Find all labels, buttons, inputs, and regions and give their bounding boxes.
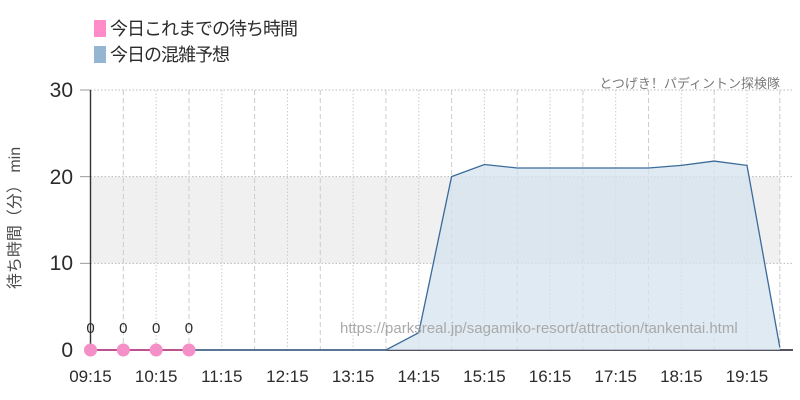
svg-text:10: 10 [50,252,73,275]
svg-text:待ち時間（分） min: 待ち時間（分） min [6,147,24,289]
svg-text:09:15: 09:15 [69,367,112,386]
svg-text:16:15: 16:15 [529,367,572,386]
svg-text:19:15: 19:15 [726,367,769,386]
svg-text:13:15: 13:15 [332,367,375,386]
svg-text:0: 0 [152,320,160,337]
svg-text:30: 30 [50,79,73,102]
svg-text:15:15: 15:15 [463,367,506,386]
svg-text:11:15: 11:15 [201,367,242,386]
svg-text:0: 0 [185,320,193,337]
svg-text:0: 0 [61,339,73,362]
svg-text:20: 20 [50,166,73,189]
svg-text:17:15: 17:15 [594,367,637,386]
svg-text:14:15: 14:15 [397,367,440,386]
svg-text:18:15: 18:15 [660,367,703,386]
svg-text:0: 0 [119,320,127,337]
svg-text:0: 0 [86,320,94,337]
svg-text:12:15: 12:15 [266,367,309,386]
svg-text:10:15: 10:15 [135,367,178,386]
